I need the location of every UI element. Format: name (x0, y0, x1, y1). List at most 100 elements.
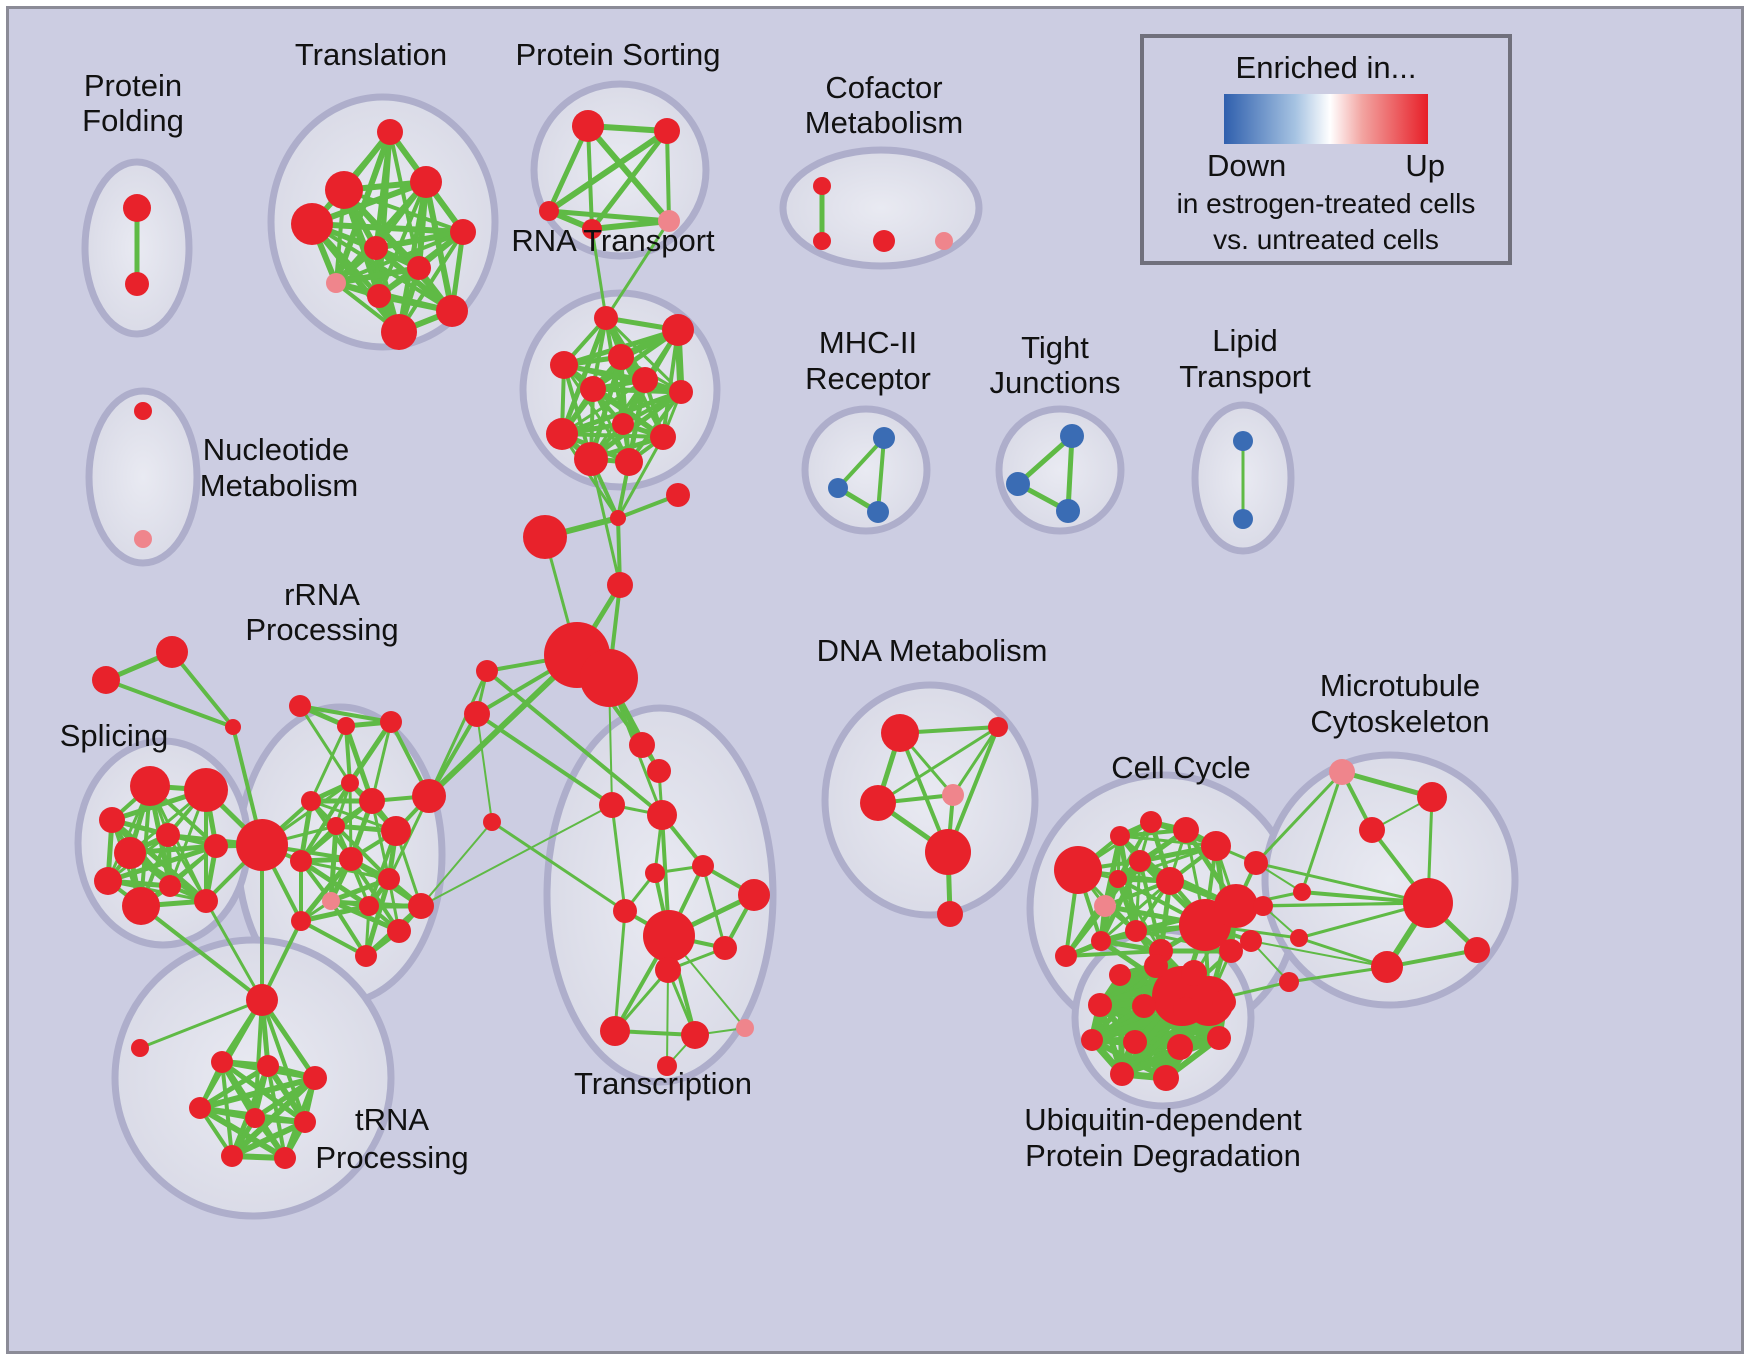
node-CF4 (935, 232, 953, 250)
node-UB11 (1207, 1026, 1231, 1050)
node-TJ2 (1006, 472, 1030, 496)
node-TL7 (407, 256, 431, 280)
edge-RB-HB1 (426, 652, 580, 799)
edge-TL3-TL11 (396, 179, 429, 335)
edge-RN14-RN16 (299, 919, 368, 958)
edge-XS-X2 (476, 713, 493, 823)
cluster-label-tight-junctions-0: Tight (1021, 330, 1089, 365)
node-TL5 (450, 219, 476, 245)
node-MT3 (1359, 817, 1385, 843)
edge-XS-TR8 (490, 820, 627, 913)
node-RT3 (550, 351, 578, 379)
edge-RT10-CH1 (616, 435, 665, 520)
node-RT11 (574, 442, 608, 476)
edge-TL7-TL8 (333, 265, 422, 286)
edge-PS5-RT1 (604, 219, 671, 320)
node-CC3 (1140, 811, 1162, 833)
node-TL6 (364, 236, 388, 260)
node-TL9 (367, 284, 391, 308)
edge-TH-SP10 (204, 899, 264, 1002)
node-LP2 (1233, 509, 1253, 529)
node-TR1 (629, 732, 655, 758)
node-CC2 (1110, 826, 1130, 846)
edge-RT7-RT8 (559, 389, 684, 437)
node-TL2 (325, 171, 363, 209)
node-SP8 (159, 875, 181, 897)
node-CC5 (1201, 831, 1231, 861)
node-RN14 (291, 911, 311, 931)
edge-RN2-RN6 (343, 723, 375, 804)
node-RT12 (615, 448, 643, 476)
node-BR6 (1279, 972, 1299, 992)
node-TD5 (245, 1108, 265, 1128)
node-MT5 (1371, 951, 1403, 983)
node-DN6 (937, 901, 963, 927)
node-SP4 (156, 823, 180, 847)
node-TJ1 (1060, 424, 1084, 448)
node-RN4 (341, 774, 359, 792)
cluster-label-tight-junctions-1: Junctions (990, 365, 1121, 400)
node-TR12 (600, 1016, 630, 1046)
node-BR4 (1293, 883, 1311, 901)
node-LP1 (1233, 431, 1253, 451)
edge-TH-TD4 (198, 998, 264, 1110)
edge-RT3-RT12 (562, 363, 631, 464)
node-TR4 (647, 800, 677, 830)
node-TR14 (736, 1019, 754, 1037)
legend-caption-2: vs. untreated cells (1213, 224, 1439, 256)
node-DN3 (860, 785, 896, 821)
node-RT9 (612, 413, 634, 435)
node-RN16 (355, 945, 377, 967)
node-RN10 (339, 847, 363, 871)
edge-SP6-SP7 (105, 843, 219, 884)
cluster-bubble-tight-junctions (995, 405, 1125, 535)
cluster-label-mhc2-receptor-1: Receptor (805, 361, 931, 396)
node-BR2 (1253, 896, 1273, 916)
edge-CC14-CC16 (1064, 949, 1163, 958)
node-RN7 (327, 817, 345, 835)
edge-RT11-CH2 (589, 457, 622, 587)
node-TD4 (189, 1097, 211, 1119)
edge-XS-RN17 (420, 821, 493, 907)
node-BR3 (1240, 930, 1262, 952)
node-UB9 (1123, 1030, 1147, 1054)
edge-X2-TR3 (475, 712, 614, 807)
edge-TR10-TR15 (666, 969, 669, 1067)
node-RT10 (650, 424, 676, 450)
cluster-bubble-dna-metabolism (821, 681, 1039, 919)
edge-RN17-TR3 (420, 804, 613, 907)
node-SP5 (114, 837, 146, 869)
node-RN13 (359, 896, 379, 916)
node-TD1 (211, 1051, 233, 1073)
cluster-label-ubiquitin-degradation-1: Protein Degradation (1025, 1138, 1301, 1173)
edge-TL3-TL9 (377, 180, 428, 298)
legend-title: Enriched in... (1235, 50, 1417, 85)
node-BR5 (1290, 929, 1308, 947)
node-UB12 (1110, 1062, 1134, 1086)
node-TR5 (645, 863, 665, 883)
node-PF1 (123, 194, 151, 222)
node-CC1 (1054, 846, 1102, 894)
node-TL3 (410, 166, 442, 198)
node-SP2 (184, 768, 228, 812)
edge-PS3-PS5 (546, 208, 672, 224)
edge-TJ1-TJ2 (1015, 433, 1075, 487)
node-MT6 (1464, 937, 1490, 963)
edge-MH1-MH3 (876, 436, 886, 514)
node-CC8 (1109, 870, 1127, 888)
node-UB13 (1153, 1065, 1179, 1091)
cluster-label-transcription-0: Transcription (574, 1066, 752, 1101)
edge-RN1-RN4 (298, 704, 352, 785)
node-TR6 (692, 855, 714, 877)
cluster-label-cofactor-metabolism-1: Metabolism (805, 105, 964, 140)
node-SP3 (99, 807, 125, 833)
edge-RN3-RN6 (370, 720, 393, 803)
node-CC4 (1173, 817, 1199, 843)
edge-RT7-RT11 (588, 389, 684, 462)
node-SP1 (130, 766, 170, 806)
node-TJ3 (1056, 499, 1080, 523)
edge-X1-RB (427, 669, 489, 798)
edge-X1-TR4 (485, 669, 664, 817)
